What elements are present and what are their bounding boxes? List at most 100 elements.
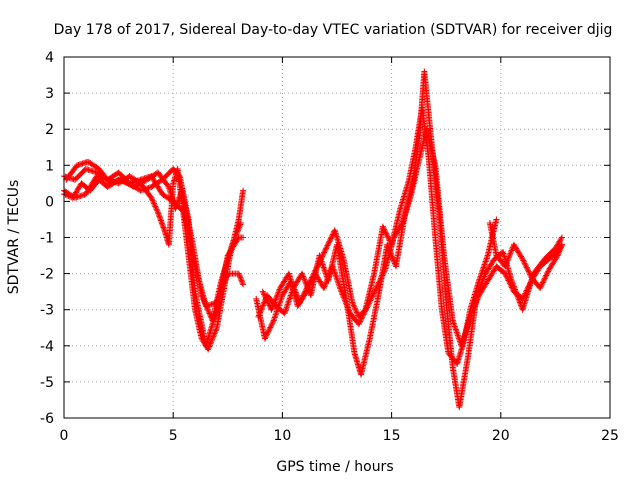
x-tick-label: 10 — [273, 428, 291, 444]
data-point — [379, 272, 386, 279]
data-point — [363, 304, 370, 311]
data-point — [235, 225, 242, 232]
data-point — [320, 262, 327, 269]
data-point — [263, 331, 270, 338]
data-point — [156, 214, 163, 221]
data-point — [321, 249, 328, 256]
data-point — [321, 248, 328, 255]
data-point — [264, 330, 271, 337]
data-point — [365, 300, 372, 307]
data-point — [375, 280, 382, 287]
data-point — [335, 279, 342, 286]
data-point — [316, 252, 323, 259]
data-point — [481, 261, 488, 268]
data-point — [154, 207, 161, 214]
data-point — [384, 233, 391, 240]
data-point — [369, 291, 376, 298]
data-point — [482, 259, 489, 266]
data-point — [276, 286, 283, 293]
data-point — [124, 180, 131, 187]
data-point — [337, 285, 344, 292]
data-point — [274, 290, 281, 297]
data-point — [278, 293, 285, 300]
data-point — [368, 294, 375, 301]
data-point — [356, 319, 363, 326]
data-point — [331, 269, 338, 276]
data-point — [237, 274, 244, 281]
data-point — [308, 278, 315, 285]
data-point — [505, 254, 512, 261]
data-point — [522, 261, 529, 268]
data-point — [136, 181, 143, 188]
data-point — [308, 277, 315, 284]
data-point — [324, 276, 331, 283]
data-point — [372, 286, 379, 293]
data-point — [480, 264, 487, 271]
data-point — [259, 288, 266, 295]
x-tick-label: 0 — [60, 428, 69, 444]
data-point — [523, 287, 530, 294]
data-point — [273, 293, 280, 300]
data-point — [367, 297, 374, 304]
data-point — [283, 305, 290, 312]
data-point — [157, 216, 164, 223]
data-point — [255, 313, 262, 320]
data-point — [371, 287, 378, 294]
data-point — [164, 182, 171, 189]
data-point — [537, 283, 544, 290]
data-point — [506, 280, 513, 287]
data-point — [261, 335, 268, 342]
y-tick-label: -3 — [40, 303, 54, 319]
data-point — [502, 271, 509, 278]
data-point — [319, 261, 326, 268]
data-point — [473, 298, 480, 305]
data-point — [152, 204, 159, 211]
data-point — [525, 284, 532, 291]
data-point — [120, 178, 127, 185]
data-point — [484, 254, 491, 261]
data-point — [158, 218, 165, 225]
y-tick-label: -6 — [40, 411, 54, 427]
data-point — [553, 253, 560, 260]
data-point — [230, 237, 237, 244]
data-point — [175, 195, 182, 202]
data-point — [544, 269, 551, 276]
data-point — [322, 280, 329, 287]
data-point — [451, 321, 458, 328]
y-tick-label: 3 — [45, 86, 54, 102]
data-point — [264, 298, 271, 305]
data-point — [272, 311, 279, 318]
y-tick-label: -1 — [40, 231, 54, 247]
data-point — [307, 280, 314, 287]
data-point — [325, 273, 332, 280]
data-point — [212, 327, 219, 334]
data-point — [172, 205, 179, 212]
data-point — [516, 299, 523, 306]
data-point — [558, 234, 565, 241]
data-point — [504, 257, 511, 264]
data-point — [330, 264, 337, 271]
data-point — [138, 179, 145, 186]
data-point — [233, 230, 240, 237]
data-point — [271, 299, 278, 306]
data-point — [271, 298, 278, 305]
data-point — [363, 305, 370, 312]
data-point — [309, 276, 316, 283]
data-point — [362, 307, 369, 314]
data-point — [258, 306, 265, 313]
data-point — [155, 212, 162, 219]
data-point — [380, 225, 387, 232]
data-point — [173, 201, 180, 208]
data-point — [541, 276, 548, 283]
data-point — [273, 310, 280, 317]
data-point — [276, 287, 283, 294]
data-point — [527, 280, 534, 287]
data-point — [323, 245, 330, 252]
data-point — [454, 330, 461, 337]
data-point — [342, 298, 349, 305]
data-point — [366, 298, 373, 305]
data-point — [208, 339, 215, 346]
data-point — [358, 315, 365, 322]
data-point — [380, 271, 387, 278]
